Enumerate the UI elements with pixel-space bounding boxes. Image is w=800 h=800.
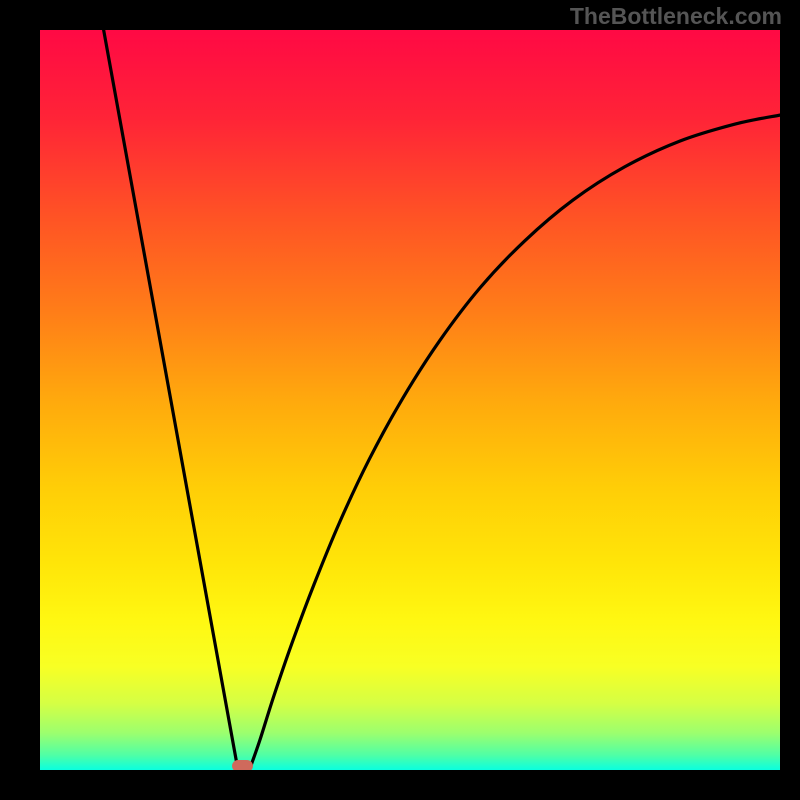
chart-outer: TheBottleneck.com [0,0,800,800]
plot-area [40,30,780,770]
curve-right-branch [250,115,780,768]
optimal-point-marker [232,760,253,770]
curve-left-branch [104,30,238,768]
curve-svg [40,30,780,770]
attribution-label: TheBottleneck.com [570,3,782,30]
